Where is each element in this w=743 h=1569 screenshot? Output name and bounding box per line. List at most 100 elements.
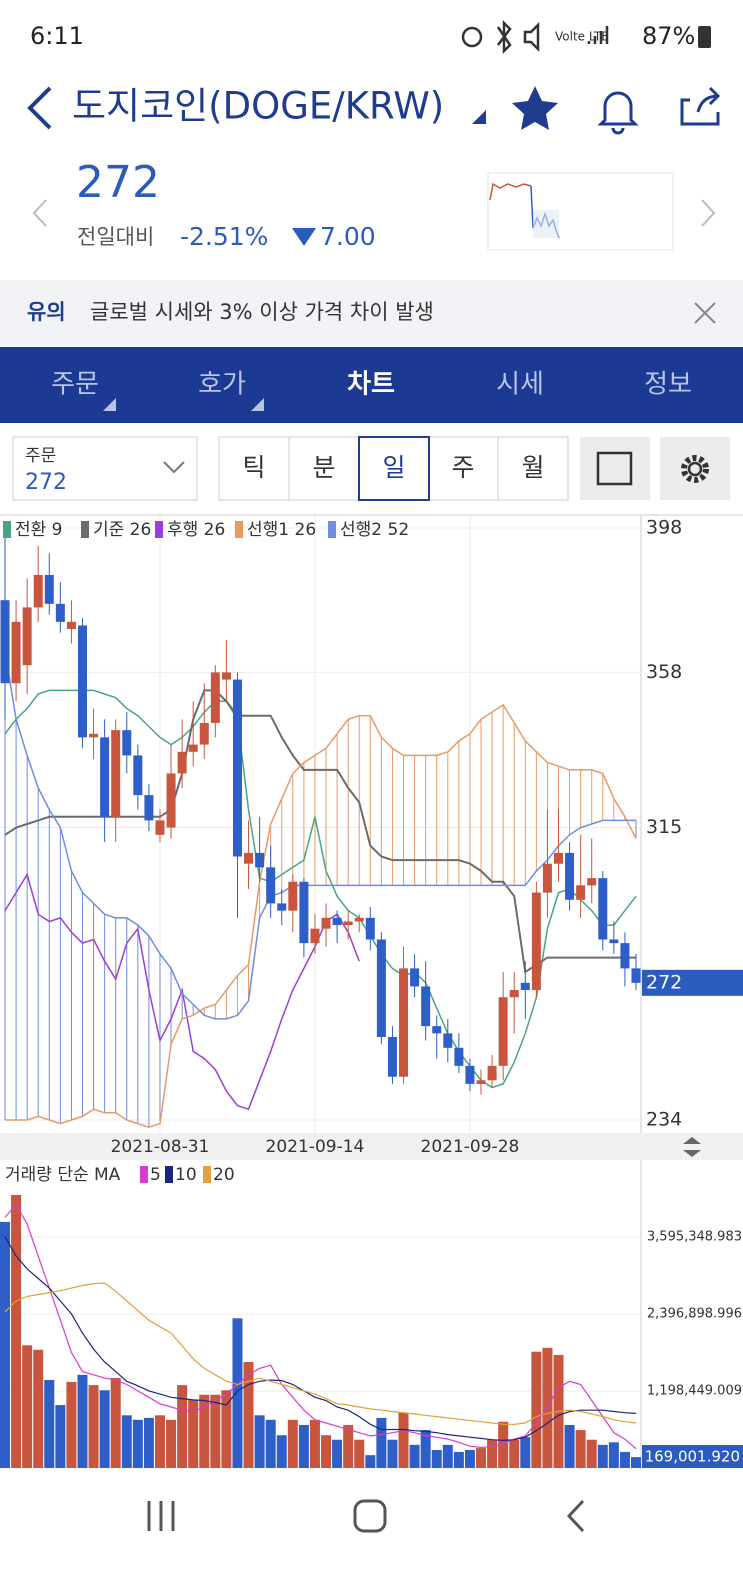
candle-body [465, 1065, 475, 1084]
volume-bar [531, 1351, 542, 1468]
legend-label: 선행2 52 [340, 520, 409, 540]
candle-body [376, 939, 386, 1037]
candle-body [288, 881, 298, 911]
period-button[interactable]: 틱 [242, 453, 265, 482]
order-select[interactable] [12, 436, 198, 501]
volume-bar [343, 1424, 354, 1468]
last-price-label: 272 [646, 971, 682, 993]
candle-body [387, 1036, 397, 1077]
volume-bar [22, 1345, 33, 1468]
resize-handle[interactable] [683, 1137, 701, 1157]
volume-bar [453, 1451, 464, 1468]
candle-body [155, 820, 165, 835]
candle-body [554, 852, 563, 864]
legend-swatch [140, 1166, 148, 1183]
candle-body [399, 968, 409, 1077]
candle-body [255, 852, 265, 868]
y-tick-label: 1,198,449.009 [647, 1384, 742, 1399]
volume-bar [564, 1424, 575, 1468]
notice-close[interactable] [694, 302, 716, 324]
coin-title[interactable]: 도지코인(DOGE/KRW) [72, 85, 444, 128]
candle-body [321, 917, 331, 929]
period-button-selected[interactable]: 일 [382, 453, 405, 482]
volume-bar [154, 1415, 165, 1468]
last-price-box [642, 969, 743, 996]
period-button[interactable]: 월 [521, 453, 544, 482]
date-strip [0, 1133, 743, 1160]
share-button[interactable] [680, 86, 721, 126]
volume-bar [243, 1361, 254, 1468]
candle-body [199, 722, 209, 745]
period-button[interactable]: 주 [451, 453, 474, 482]
volume-bar [619, 1451, 630, 1468]
volume-bar [321, 1435, 332, 1468]
volume-bar [332, 1439, 343, 1468]
tab-bar [0, 347, 743, 423]
period-button[interactable]: 분 [312, 453, 335, 482]
tab[interactable]: 호가 [198, 370, 246, 400]
settings-icon-center [687, 461, 703, 477]
candle-body [244, 852, 254, 864]
volume-bar [420, 1430, 431, 1468]
volume-bar [431, 1450, 442, 1468]
legend-swatch [155, 521, 163, 538]
nav-home[interactable] [353, 1499, 387, 1533]
candle-body [100, 737, 110, 817]
indicator-line [4, 689, 637, 1089]
status-lte: Volte LTE [555, 30, 609, 44]
candle-body [55, 603, 65, 622]
volume-bar [520, 1437, 531, 1468]
candle-body [487, 1065, 497, 1081]
title-dropdown[interactable] [472, 110, 486, 124]
tab-selected[interactable]: 차트 [347, 370, 395, 400]
candle-body [454, 1047, 464, 1066]
volume-bar [498, 1421, 509, 1468]
alarm-bell[interactable] [597, 91, 639, 135]
period-selected [358, 436, 430, 501]
status-time: 6:11 [30, 22, 84, 50]
legend-swatch [81, 521, 89, 538]
volume-bar [487, 1439, 498, 1468]
candle-body [542, 863, 552, 893]
tab[interactable]: 시세 [496, 370, 544, 400]
volume-bar [597, 1444, 608, 1468]
candle-body [177, 751, 187, 774]
candle-body [0, 600, 10, 684]
nav-back[interactable] [566, 1499, 585, 1533]
nav-recent[interactable] [147, 1501, 175, 1531]
candle-body [498, 997, 508, 1066]
volume-bar [44, 1379, 55, 1468]
favorite-star[interactable] [512, 86, 558, 130]
volume-bar [398, 1412, 409, 1468]
layout-button[interactable] [580, 437, 650, 500]
mini-chart-area [533, 210, 559, 238]
change-label: 전일대비 [77, 225, 154, 249]
candle-body [111, 730, 121, 817]
candle-body [232, 679, 242, 857]
volume-bar [0, 1221, 10, 1468]
volume-bar [121, 1415, 132, 1468]
settings-button[interactable] [660, 437, 730, 500]
tab[interactable]: 정보 [644, 370, 692, 400]
candle-body [77, 625, 87, 738]
legend-label: 10 [175, 1165, 197, 1185]
change-rate: -2.51% [180, 222, 268, 251]
candle-body [221, 672, 231, 680]
mini-chart-line-up [489, 182, 532, 201]
next-arrow[interactable] [701, 199, 716, 227]
candle-body [266, 867, 276, 904]
volume-bar [55, 1405, 66, 1468]
y-tick-label: 2,396,898.996 [647, 1307, 742, 1322]
legend-swatch [235, 521, 243, 538]
candle-body [598, 878, 608, 940]
prev-arrow[interactable] [32, 199, 47, 227]
y-tick-label: 234 [646, 1109, 682, 1131]
volume-bar [188, 1399, 199, 1468]
back-button[interactable] [27, 86, 52, 130]
tab-dropdown [103, 398, 116, 411]
tab[interactable]: 주문 [51, 370, 99, 400]
candle-body [410, 968, 420, 987]
volume-bar [354, 1439, 365, 1468]
x-tick-label: 2021-09-14 [266, 1137, 365, 1157]
